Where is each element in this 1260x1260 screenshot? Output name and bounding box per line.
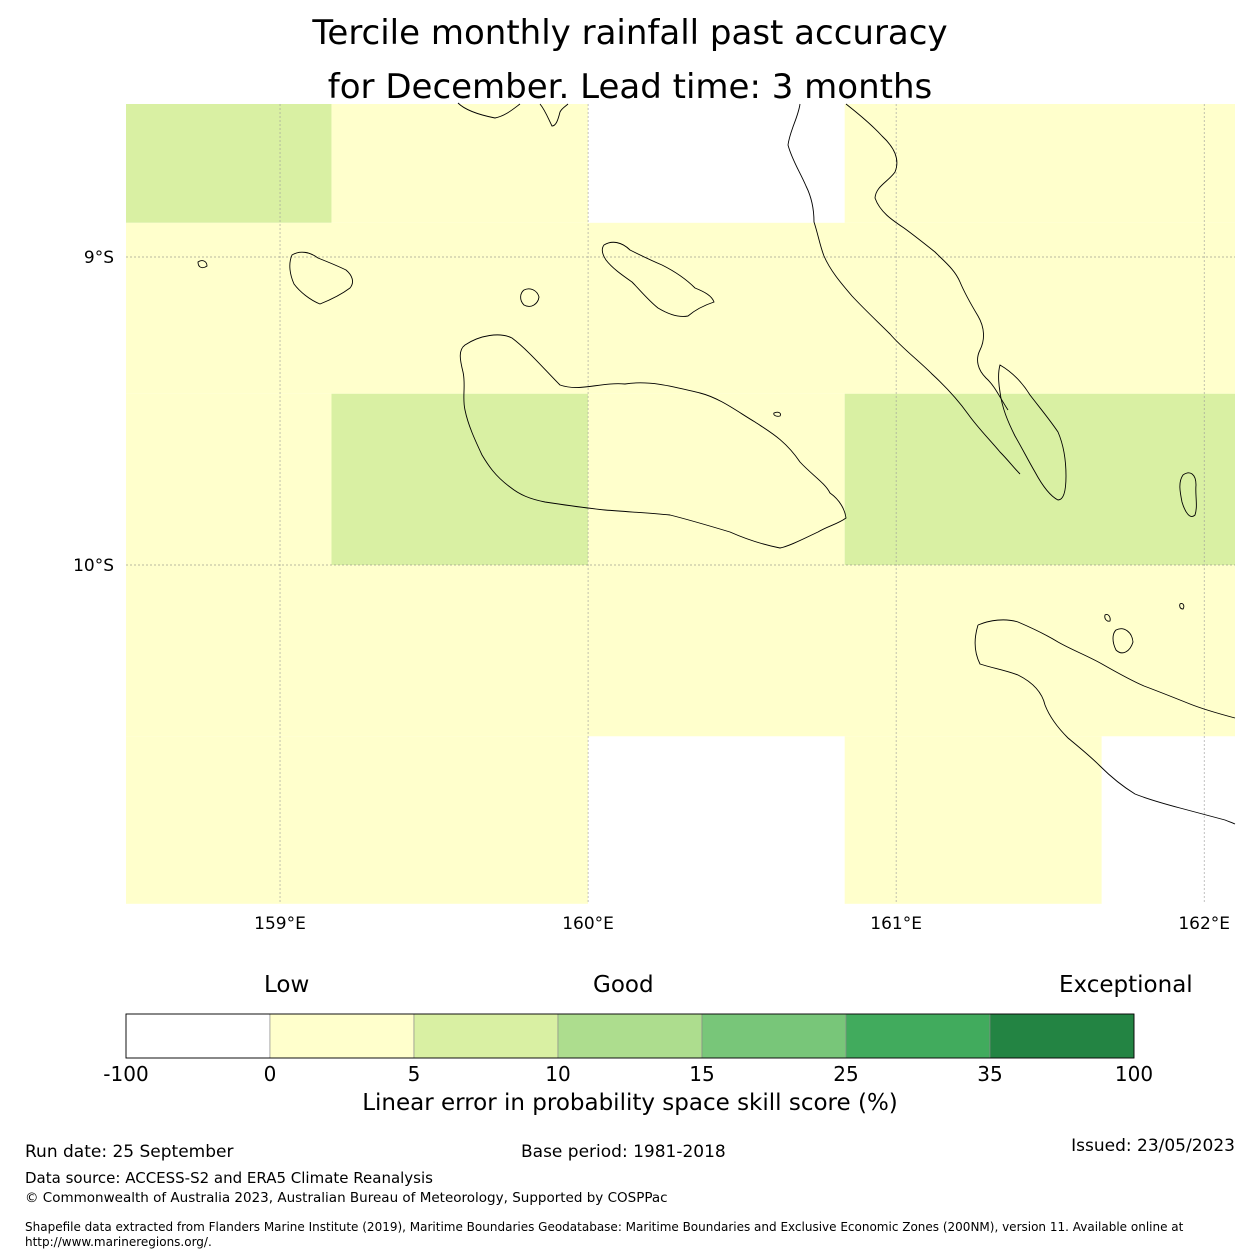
colorbar-tick-0: -100 <box>103 1062 148 1086</box>
shapefile-credit-line-2: http://www.marineregions.org/. <box>25 1235 212 1249</box>
lat-label-1: 10°S <box>73 556 114 576</box>
lon-label-3: 162°E <box>1178 914 1230 934</box>
colorbar-frame <box>125 1013 1135 1059</box>
skill-cell-6 <box>588 393 845 565</box>
colorbar-tick-1: 0 <box>264 1062 277 1086</box>
coastline-florida-islands <box>601 241 715 317</box>
colorbar-bin-6 <box>989 1013 1135 1059</box>
coastline-islet-mid <box>773 411 781 417</box>
coastline-islet-east <box>1104 614 1111 622</box>
coastline-small-islet-west <box>197 260 208 269</box>
colorbar-bin-1 <box>269 1013 415 1059</box>
colorbar-tick-6: 35 <box>977 1062 1002 1086</box>
graticule-layer <box>126 104 1235 904</box>
coastline-malaita-east <box>845 103 1009 411</box>
skill-cell-9 <box>126 736 589 904</box>
axis-labels-layer: 9°S 10°S 159°E 160°E 161°E 162°E <box>73 248 1230 934</box>
skill-cell-10 <box>844 736 1102 904</box>
colorbar-tick-7: 100 <box>1115 1062 1153 1086</box>
colorbar-bin-4 <box>701 1013 847 1059</box>
coastline-malaita-west <box>787 103 1021 475</box>
skill-cell-5 <box>331 393 589 565</box>
colorbar-tick-4: 15 <box>689 1062 714 1086</box>
issued-date: Issued: 23/05/2023 <box>1071 1136 1235 1156</box>
coastline-new-georgia <box>457 102 521 119</box>
skill-cell-4 <box>126 393 332 565</box>
coastline-makira <box>977 619 1236 719</box>
title-line-2: for December. Lead time: 3 months <box>327 67 933 107</box>
data-source: Data source: ACCESS-S2 and ERA5 Climate … <box>25 1169 433 1187</box>
coastline-islet-east-2 <box>1179 603 1185 610</box>
coastline-makira-south <box>974 624 1236 825</box>
shapefile-credit-line-1: Shapefile data extracted from Flanders M… <box>25 1220 1184 1234</box>
shapefile-credit: Shapefile data extracted from Flanders M… <box>25 1220 1245 1250</box>
colorbar-bin-2 <box>413 1013 559 1059</box>
skill-cell-2 <box>844 104 1235 223</box>
run-date: Run date: 25 September <box>25 1142 234 1162</box>
skill-cell-0 <box>126 104 332 223</box>
skill-cell-1 <box>331 104 589 223</box>
legend-label-good: Good <box>593 972 654 998</box>
coastline-russell-islands <box>289 251 353 305</box>
coastline-ugi <box>1112 628 1134 654</box>
coastline-savo <box>520 288 540 307</box>
legend-label-low: Low <box>264 972 310 998</box>
copyright: © Commonwealth of Australia 2023, Austra… <box>25 1190 668 1206</box>
skill-cell-8 <box>126 565 1235 737</box>
colorbar-bin-3 <box>557 1013 703 1059</box>
coastline-ulawa <box>1179 472 1197 517</box>
legend-label-exceptional: Exceptional <box>1059 972 1193 998</box>
colorbar-bin-0 <box>125 1013 271 1059</box>
skill-cell-3 <box>126 222 1235 394</box>
coastline-small-malaita <box>998 364 1067 501</box>
lat-label-0: 9°S <box>84 248 114 268</box>
lon-label-1: 160°E <box>562 914 614 934</box>
colorbar-bin-5 <box>845 1013 991 1059</box>
title-line-1: Tercile monthly rainfall past accuracy <box>312 13 948 53</box>
colorbar-tick-3: 10 <box>545 1062 570 1086</box>
skill-cells-layer <box>126 104 1235 904</box>
coastline-north-islands <box>539 103 569 127</box>
base-period: Base period: 1981-2018 <box>521 1142 726 1162</box>
lon-label-2: 161°E <box>870 914 922 934</box>
colorbar: -100 0 5 10 15 25 35 100 <box>103 1013 1153 1086</box>
coastline-layer <box>197 102 1236 825</box>
colorbar-title: Linear error in probability space skill … <box>362 1090 898 1116</box>
lon-label-0: 159°E <box>254 914 306 934</box>
colorbar-tick-5: 25 <box>833 1062 858 1086</box>
colorbar-tick-2: 5 <box>408 1062 421 1086</box>
skill-cell-7 <box>844 393 1235 565</box>
coastline-guadalcanal <box>459 334 847 549</box>
chart-title: Tercile monthly rainfall past accuracy f… <box>0 6 1260 114</box>
